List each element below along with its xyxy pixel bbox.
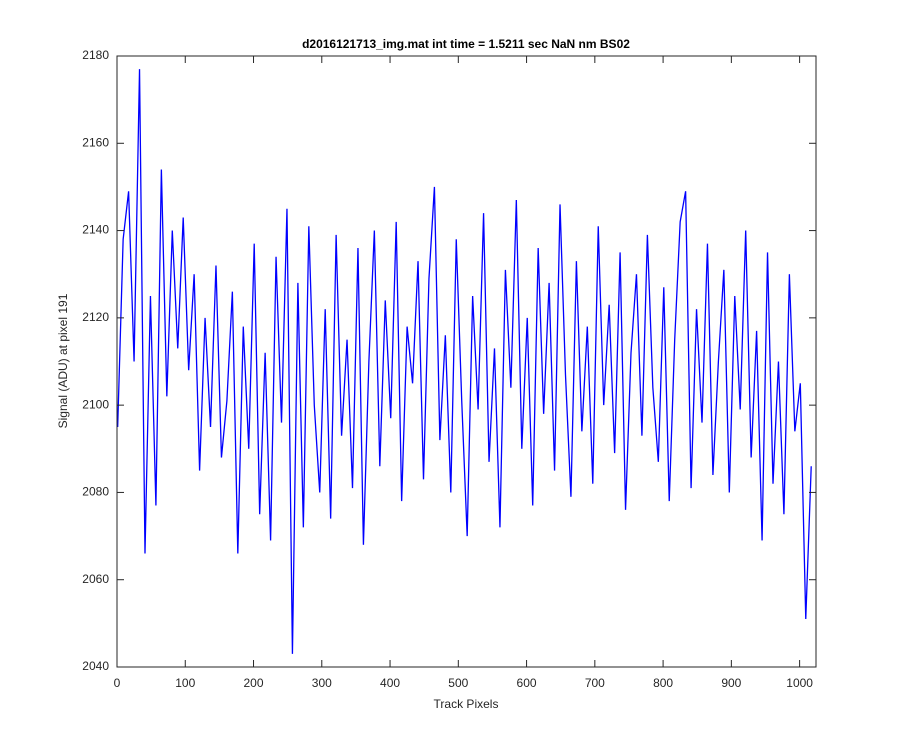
x-axis-label: Track Pixels [434, 697, 499, 711]
y-tick-label: 2140 [82, 223, 109, 237]
x-tick-label: 400 [380, 676, 400, 690]
x-tick-label: 600 [517, 676, 537, 690]
y-axis-label: Signal (ADU) at pixel 191 [56, 293, 70, 428]
x-tick-label: 200 [244, 676, 264, 690]
x-tick-label: 1000 [786, 676, 813, 690]
y-tick-label: 2120 [82, 310, 109, 324]
x-tick-label: 800 [653, 676, 673, 690]
y-tick-label: 2080 [82, 485, 109, 499]
x-tick-label: 500 [448, 676, 468, 690]
x-tick-label: 100 [175, 676, 195, 690]
x-tick-label: 900 [721, 676, 741, 690]
y-tick-label: 2060 [82, 572, 109, 586]
y-tick-label: 2100 [82, 397, 109, 411]
x-tick-label: 300 [312, 676, 332, 690]
data-line [117, 69, 812, 654]
x-tick-label: 700 [585, 676, 605, 690]
y-tick-label: 2160 [82, 135, 109, 149]
y-tick-label: 2040 [82, 659, 109, 673]
chart-title: d2016121713_img.mat int time = 1.5211 se… [302, 37, 630, 51]
axes-box [116, 55, 817, 668]
x-tick-label: 0 [114, 676, 121, 690]
y-tick-label: 2180 [82, 48, 109, 62]
